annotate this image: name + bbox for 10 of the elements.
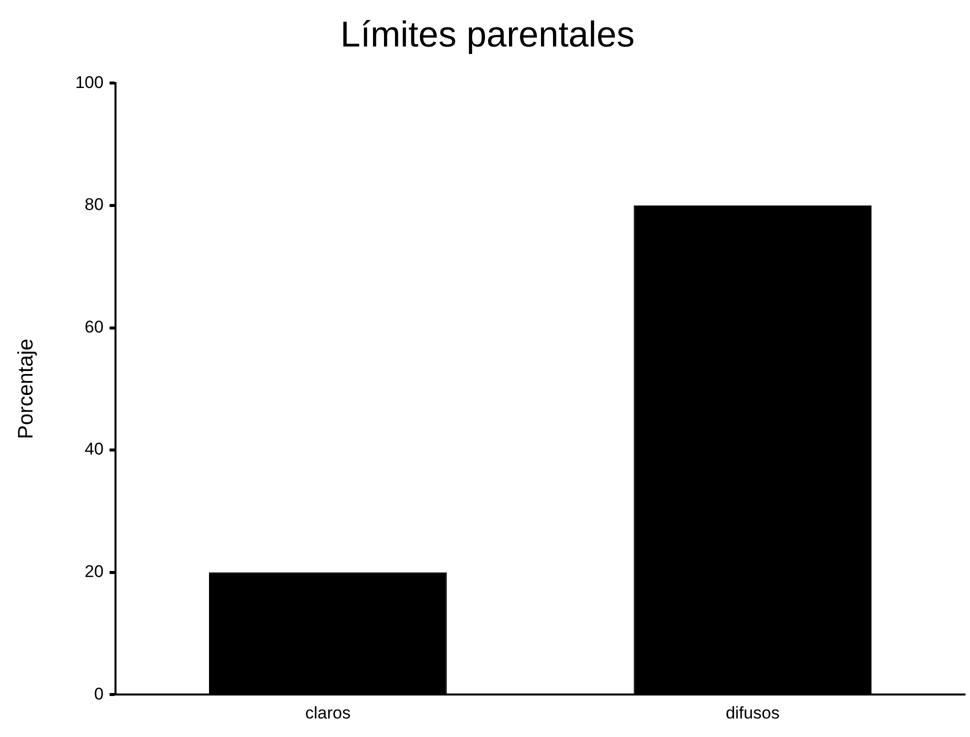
- y-tick-label: 0: [94, 684, 104, 704]
- y-tick-label: 80: [84, 195, 104, 214]
- x-tick-label: claros: [305, 703, 351, 722]
- y-axis-title: Porcentaje: [14, 338, 38, 440]
- x-tick-label: difusos: [726, 703, 780, 722]
- y-tick-label: 20: [84, 562, 104, 582]
- y-tick-label: 60: [84, 317, 104, 336]
- y-tick-label: 40: [84, 440, 104, 459]
- y-tick-label: 100: [75, 72, 104, 92]
- chart-title: Límites parentales: [340, 14, 635, 55]
